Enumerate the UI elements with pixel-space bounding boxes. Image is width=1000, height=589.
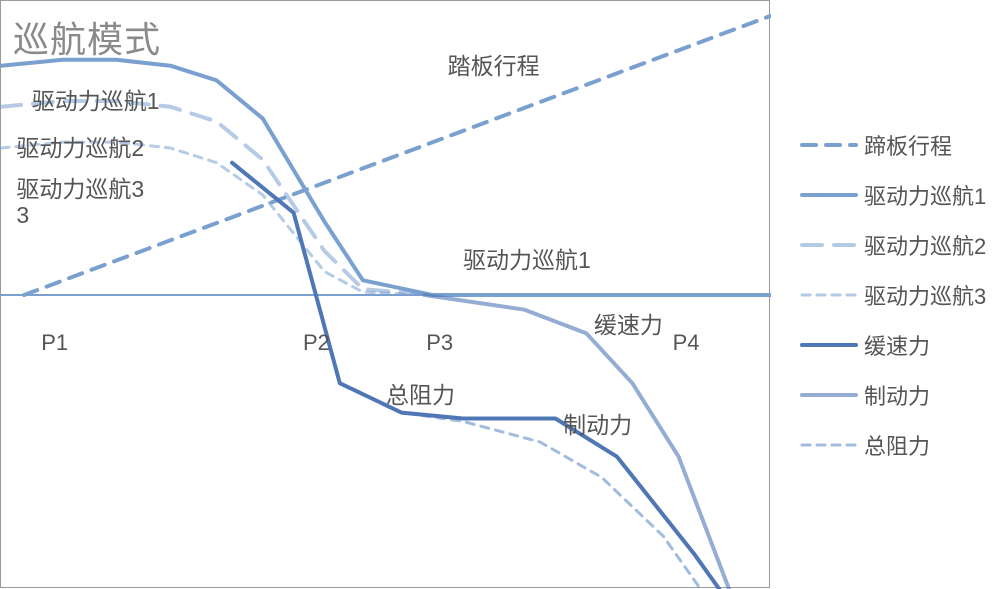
series-label: 驱动力巡航1 (463, 248, 591, 273)
legend-label: 驱动力巡航2 (864, 229, 986, 261)
chart-plot-area: 巡航模式 踏板行程驱动力巡航1驱动力巡航2驱动力巡航3 3驱动力巡航1缓速力总阻… (0, 0, 770, 588)
legend-swatch (800, 130, 858, 160)
legend-swatch (800, 380, 858, 410)
legend: 蹄板行程驱动力巡航1 驱动力巡航2 驱动力巡航3 缓速力制动力总阻力 (800, 120, 995, 470)
axis-point-label: P3 (426, 330, 453, 356)
series-label: 制动力 (563, 413, 632, 438)
legend-label: 驱动力巡航1 (864, 179, 986, 211)
series-label: 驱动力巡航3 3 (16, 177, 144, 228)
legend-item: 蹄板行程 (800, 120, 995, 170)
legend-label: 蹄板行程 (864, 129, 952, 161)
axis-point-label: P1 (41, 330, 68, 356)
legend-swatch (800, 430, 858, 460)
legend-item: 驱动力巡航1 (800, 170, 995, 220)
legend-item: 缓速力 (800, 320, 995, 370)
series-label: 总阻力 (386, 383, 455, 408)
series-label: 驱动力巡航2 (16, 136, 144, 161)
axis-point-label: P2 (303, 330, 330, 356)
series-label: 踏板行程 (448, 54, 540, 79)
legend-item: 制动力 (800, 370, 995, 420)
legend-swatch (800, 330, 858, 360)
legend-label: 总阻力 (864, 429, 930, 461)
chart-frame: 巡航模式 踏板行程驱动力巡航1驱动力巡航2驱动力巡航3 3驱动力巡航1缓速力总阻… (0, 0, 1000, 588)
legend-swatch (800, 180, 858, 210)
legend-label: 制动力 (864, 379, 930, 411)
series-label: 驱动力巡航1 (32, 89, 160, 114)
legend-item: 驱动力巡航3 (800, 270, 995, 320)
series-label: 缓速力 (594, 313, 663, 338)
legend-label: 驱动力巡航3 (864, 279, 986, 311)
axis-point-label: P4 (673, 330, 700, 356)
legend-swatch (800, 230, 858, 260)
legend-item: 驱动力巡航2 (800, 220, 995, 270)
legend-swatch (800, 280, 858, 310)
legend-label: 缓速力 (864, 329, 930, 361)
legend-item: 总阻力 (800, 420, 995, 470)
